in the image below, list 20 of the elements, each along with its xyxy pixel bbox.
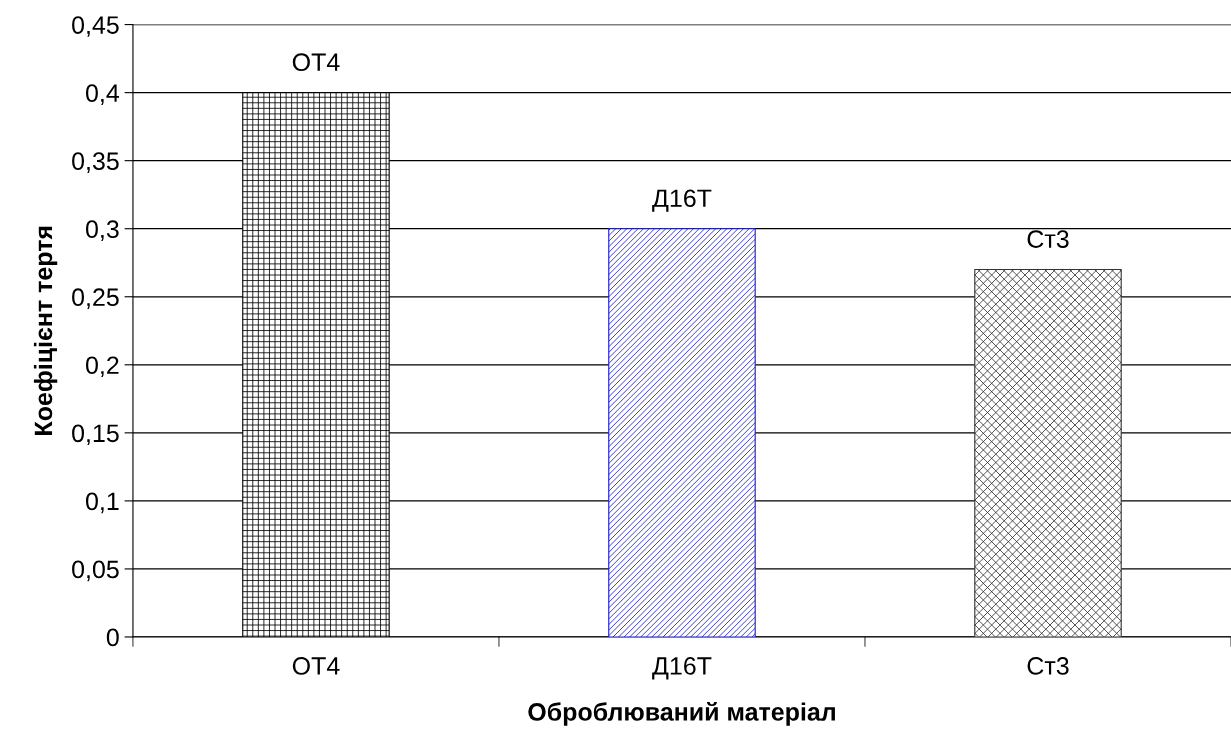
y-tick-label: 0,4 [85,84,120,105]
y-tick-label: 0,15 [72,424,119,446]
y-tick-label: 0,05 [72,560,119,582]
y-axis-title: Коефіцієнт тертя [33,226,58,435]
bar [974,268,1122,637]
y-tick-label: 0 [106,628,119,647]
y-tick-label: 0,45 [72,16,119,37]
annotation: ОТ4 [292,53,340,72]
x-axis-title: Оброблюваний матеріал [528,701,835,726]
y-tick-label: 0,3 [85,220,119,241]
x-tick-label: Д16Т [652,657,712,680]
x-tick-label: ОТ4 [292,657,340,675]
y-tick-label: 0,25 [72,288,119,310]
y-tick-label: 0,35 [72,152,119,173]
y-tick-label: 0,2 [85,356,119,378]
bar [608,228,756,637]
annotation: Ст3 [1027,230,1069,248]
annotation: Д16Т [652,189,712,212]
y-tick-label: 0,1 [85,492,119,514]
x-tick-label: Ст3 [1027,657,1069,675]
